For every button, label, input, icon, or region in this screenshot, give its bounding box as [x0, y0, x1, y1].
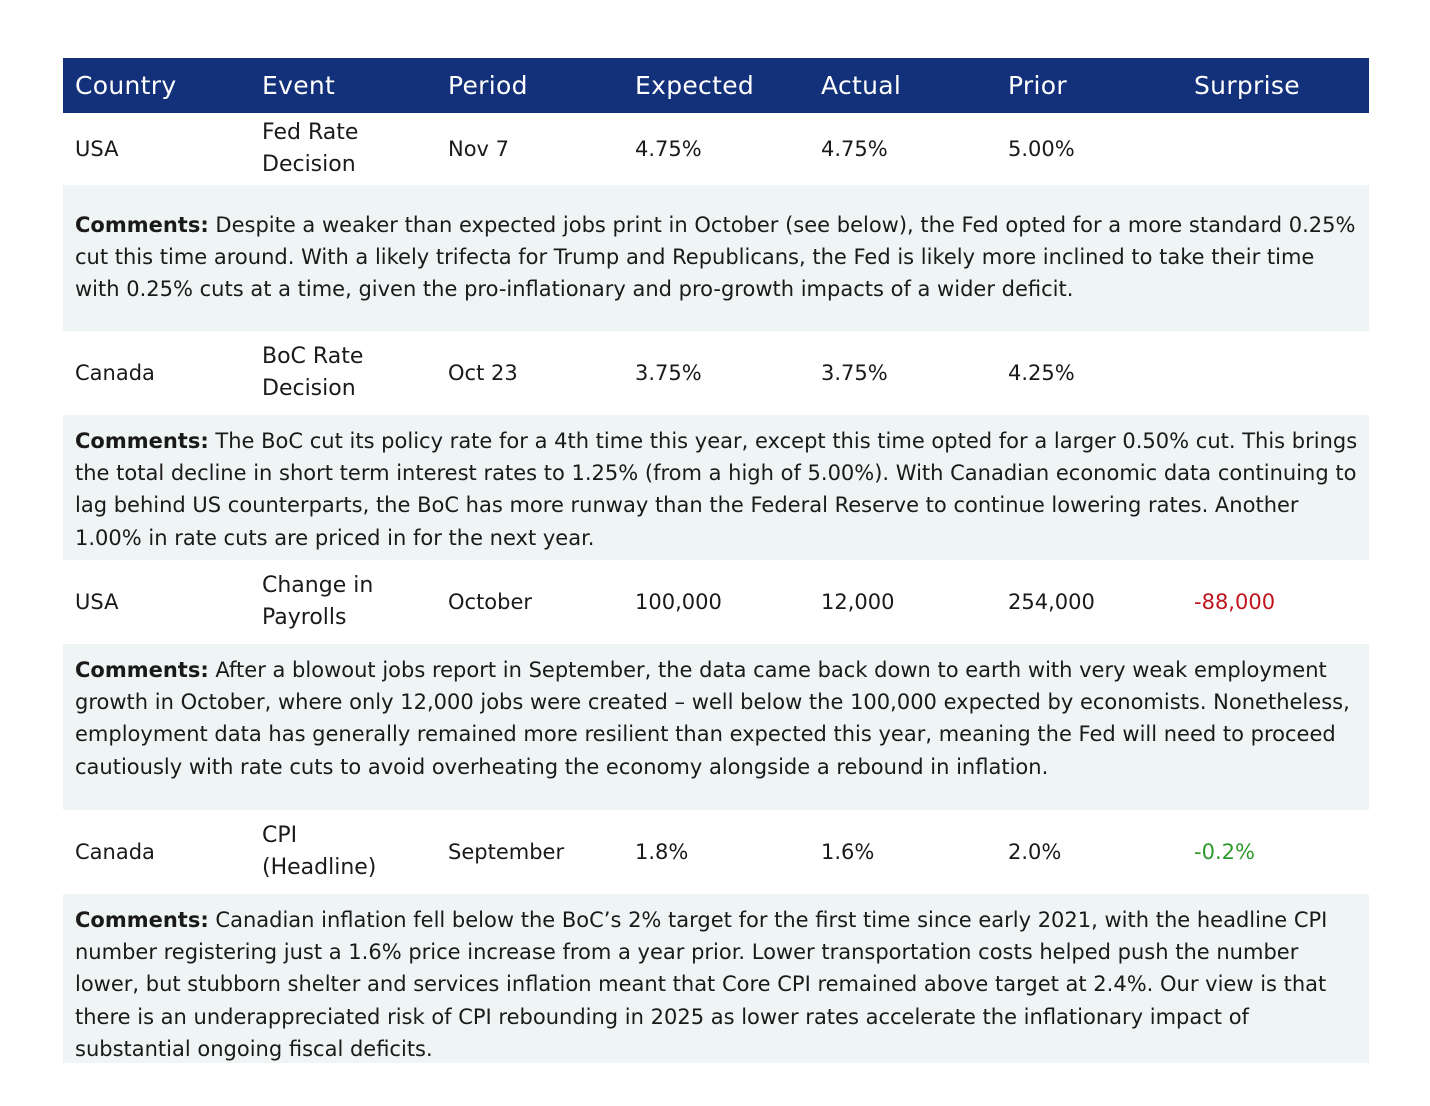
comment-label: Comments: [75, 429, 209, 453]
comment-label: Comments: [75, 908, 209, 932]
table-row: USA Fed Rate Decision Nov 7 4.75% 4.75% … [63, 113, 1369, 185]
expected-cell: 4.75% [635, 137, 702, 161]
economic-events-table: Country Event Period Expected Actual Pri… [63, 58, 1369, 1063]
actual-cell: 1.6% [821, 840, 875, 864]
period-cell: September [448, 840, 565, 864]
event-cell: BoC Rate Decision [250, 341, 436, 405]
surprise-cell: -0.2% [1194, 840, 1255, 864]
table-header: Country Event Period Expected Actual Pri… [63, 58, 1369, 113]
comment-label: Comments: [75, 213, 209, 237]
prior-cell: 5.00% [1008, 137, 1075, 161]
comment-block: Comments: After a blowout jobs report in… [63, 644, 1369, 810]
comment-text: The BoC cut its policy rate for a 4th ti… [75, 429, 1358, 550]
table-row: Canada CPI (Headline) September 1.8% 1.6… [63, 810, 1369, 894]
surprise-cell: -88,000 [1194, 590, 1276, 614]
header-period: Period [448, 71, 528, 100]
period-cell: October [448, 590, 533, 614]
event-line: Decision [262, 376, 356, 401]
header-surprise: Surprise [1194, 71, 1300, 100]
prior-cell: 4.25% [1008, 361, 1075, 385]
header-actual: Actual [821, 71, 902, 100]
comment-block: Comments: The BoC cut its policy rate fo… [63, 415, 1369, 560]
country-cell: Canada [75, 361, 155, 385]
event-line: CPI [262, 823, 298, 848]
expected-cell: 100,000 [635, 590, 722, 614]
event-line: (Headline) [262, 855, 377, 880]
country-cell: USA [75, 590, 119, 614]
comment-block: Comments: Despite a weaker than expected… [63, 185, 1369, 331]
period-cell: Oct 23 [448, 361, 518, 385]
period-cell: Nov 7 [448, 137, 510, 161]
event-cell: CPI (Headline) [250, 820, 436, 884]
actual-cell: 12,000 [821, 590, 895, 614]
comment-block: Comments: Canadian inflation fell below … [63, 894, 1369, 1063]
comment-text: Canadian inflation fell below the BoC’s … [75, 908, 1328, 1061]
table-row: Canada BoC Rate Decision Oct 23 3.75% 3.… [63, 331, 1369, 415]
event-line: Change in [262, 573, 374, 598]
table-row: USA Change in Payrolls October 100,000 1… [63, 560, 1369, 644]
header-event: Event [262, 71, 336, 100]
country-cell: Canada [75, 840, 155, 864]
expected-cell: 3.75% [635, 361, 702, 385]
header-expected: Expected [635, 71, 755, 100]
actual-cell: 4.75% [821, 137, 888, 161]
actual-cell: 3.75% [821, 361, 888, 385]
event-line: BoC Rate [262, 344, 364, 369]
prior-cell: 254,000 [1008, 590, 1095, 614]
event-cell: Change in Payrolls [250, 570, 436, 634]
event-line: Payrolls [262, 605, 347, 630]
event-line: Fed Rate [262, 120, 359, 145]
comment-label: Comments: [75, 658, 209, 682]
event-line: Decision [262, 152, 356, 177]
header-country: Country [75, 71, 177, 100]
country-cell: USA [75, 137, 119, 161]
comment-text: Despite a weaker than expected jobs prin… [75, 213, 1356, 302]
event-cell: Fed Rate Decision [250, 117, 436, 181]
prior-cell: 2.0% [1008, 840, 1062, 864]
comment-text: After a blowout jobs report in September… [75, 658, 1350, 779]
expected-cell: 1.8% [635, 840, 689, 864]
header-prior: Prior [1008, 71, 1067, 100]
